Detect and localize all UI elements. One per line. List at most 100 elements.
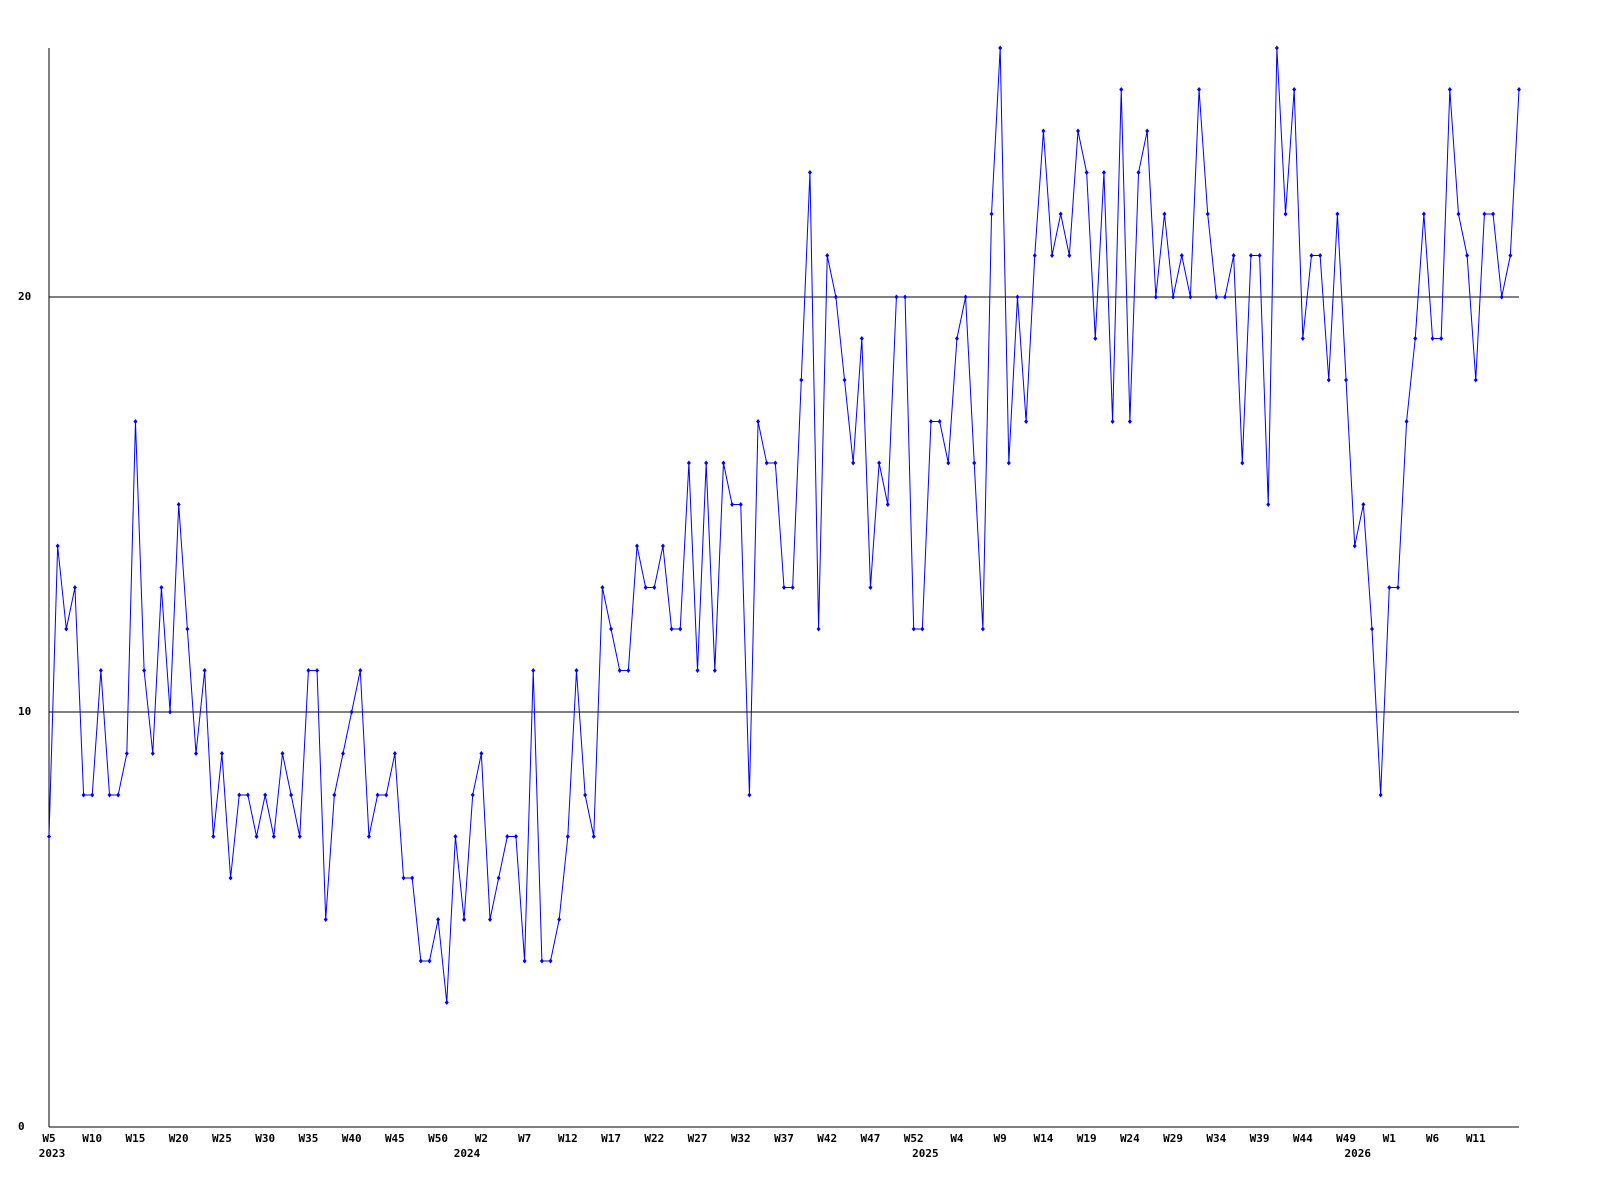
point-marker [851,460,856,466]
point-marker [271,834,276,839]
point-marker [738,502,743,507]
point-marker [885,502,890,507]
point-marker [1309,253,1314,258]
point-marker [444,1000,449,1005]
point-marker [505,834,510,839]
point-marker [799,377,804,383]
point-marker [1119,87,1124,92]
point-marker [254,834,259,839]
point-marker [1517,87,1521,92]
x-tick-label: W10 [82,1132,102,1145]
point-marker [1257,253,1262,258]
x-tick-label: W4 [950,1132,964,1145]
point-marker [565,834,570,839]
point-marker [1335,211,1340,217]
point-marker [453,834,458,839]
point-marker [90,792,95,798]
point-marker [1127,419,1132,424]
point-marker [98,668,103,673]
point-marker [1093,336,1098,341]
y-tick-label: 20 [18,290,31,303]
point-marker [64,626,69,632]
point-marker [375,792,380,798]
point-marker [859,336,864,341]
point-marker [652,585,657,590]
point-marker [323,917,328,922]
x-tick-label: W14 [1033,1132,1053,1145]
point-marker [349,709,354,715]
point-marker [513,834,518,839]
point-marker [366,834,371,839]
point-marker [695,668,700,673]
point-marker [626,668,631,673]
point-marker [635,543,639,549]
point-marker [721,460,726,466]
point-marker [1136,170,1141,175]
point-marker [1179,253,1184,258]
point-marker [678,626,683,632]
y-tick-label: 10 [18,705,31,718]
point-marker [583,792,588,798]
point-marker [297,834,302,839]
x-tick-label: W12 [558,1132,578,1145]
point-marker [1491,211,1496,217]
point-marker [211,834,216,839]
point-marker [1361,502,1366,507]
point-marker [764,460,769,466]
point-marker [963,294,968,300]
point-marker [1101,170,1106,175]
point-marker [410,875,415,881]
point-marker [1214,294,1219,300]
x-tick-label: W24 [1120,1132,1140,1145]
x-tick-label: W20 [169,1132,189,1145]
x-tick-label: W25 [212,1132,232,1145]
point-marker [1378,792,1383,798]
point-marker [1145,128,1150,134]
point-marker [1326,377,1331,383]
point-marker [1387,585,1392,590]
point-marker [185,626,190,632]
point-marker [496,875,501,881]
point-marker [790,585,795,590]
point-marker [531,668,536,673]
point-marker [1084,170,1089,175]
point-marker [263,792,268,798]
point-marker [1447,87,1452,92]
point-marker [704,460,709,466]
point-marker [332,792,337,798]
x-tick-label: W42 [817,1132,837,1145]
point-marker [1197,87,1202,92]
point-marker [392,751,397,756]
x-tick-label: W50 [428,1132,448,1145]
point-marker [1171,294,1176,300]
point-marker [358,668,363,673]
point-marker [479,751,484,756]
point-marker [1041,128,1046,134]
point-marker [384,792,389,798]
point-marker [306,668,311,673]
point-marker [168,709,173,715]
point-marker [1110,419,1115,424]
point-marker [341,751,345,756]
point-marker [401,875,406,881]
point-marker [1153,294,1158,300]
point-marker [219,751,224,756]
point-marker [877,460,882,466]
point-marker [825,253,830,258]
point-marker [1024,419,1029,424]
point-marker [1395,585,1400,590]
point-marker [1188,294,1193,300]
point-marker [833,294,838,300]
point-marker [747,792,752,798]
year-label: 2023 [39,1147,66,1160]
point-marker [522,958,527,964]
point-marker [1352,543,1357,549]
point-marker [107,792,112,798]
x-tick-label: W27 [688,1132,708,1145]
point-marker [998,45,1003,51]
x-tick-label: W32 [731,1132,751,1145]
point-marker [972,460,977,466]
point-marker [1421,211,1426,217]
point-marker [1318,253,1323,258]
